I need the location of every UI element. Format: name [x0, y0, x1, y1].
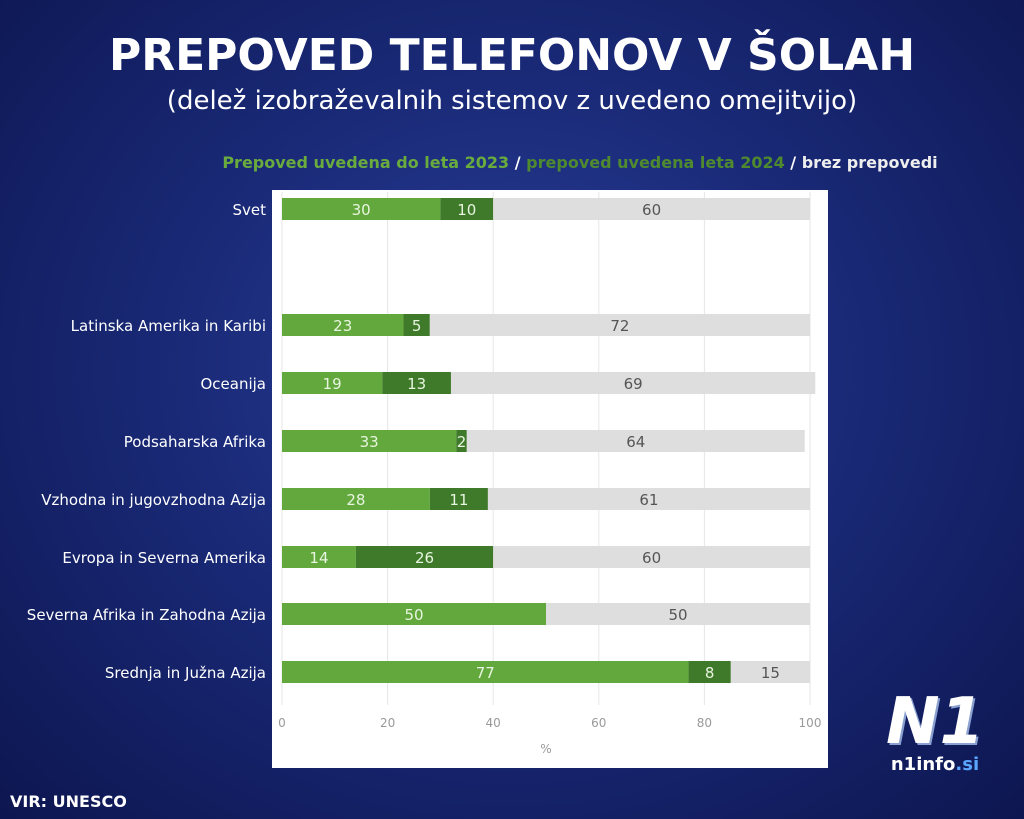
data-label: 69 [624, 375, 643, 393]
bar-segment [487, 488, 810, 510]
data-label: 30 [352, 201, 371, 219]
bar-segment [355, 546, 494, 568]
category-label: Vzhodna in jugovzhodna Azija [41, 491, 266, 509]
data-label: 10 [457, 201, 476, 219]
legend-2024: prepoved uvedena leta 2024 [526, 153, 785, 172]
category-label: Oceanija [200, 375, 266, 393]
category-label: Podsaharska Afrika [124, 433, 266, 451]
category-label: Srednja in Južna Azija [105, 664, 266, 682]
bar-segment [282, 546, 356, 568]
data-label: 33 [360, 433, 379, 451]
bar-segment [282, 198, 441, 220]
category-label: Severna Afrika in Zahodna Azija [27, 606, 266, 624]
legend-sep: / [784, 153, 802, 172]
page-title: PREPOVED TELEFONOV V ŠOLAH [108, 30, 916, 81]
x-tick-label: 80 [697, 716, 712, 730]
bar-segment [456, 430, 467, 452]
bar-segment [282, 314, 404, 336]
data-label: 2 [457, 433, 467, 451]
data-label: 61 [639, 491, 658, 509]
category-label: Latinska Amerika in Karibi [71, 317, 266, 335]
data-label: 26 [415, 549, 434, 567]
data-label: 72 [610, 317, 629, 335]
x-tick-label: 20 [380, 716, 395, 730]
data-label: 60 [642, 201, 661, 219]
bar-segment [466, 430, 805, 452]
data-label: 19 [323, 375, 342, 393]
bar-segment [282, 661, 689, 683]
bar-segment [403, 314, 430, 336]
bar-segment [382, 372, 451, 394]
data-label: 60 [642, 549, 661, 567]
x-tick-label: 60 [591, 716, 606, 730]
bar-segment [429, 314, 810, 336]
data-label: 11 [449, 491, 468, 509]
x-tick-label: 100 [799, 716, 822, 730]
legend-sep: / [509, 153, 527, 172]
bar-segment [450, 372, 816, 394]
legend: Prepoved uvedena do leta 2023 / prepoved… [0, 153, 1024, 172]
logo-site: n1info.si [890, 754, 980, 775]
data-label: 50 [668, 606, 687, 624]
x-axis-label: % [540, 742, 551, 756]
data-label: 5 [412, 317, 422, 335]
bar-segment [730, 661, 810, 683]
data-label: 23 [333, 317, 352, 335]
data-label: 13 [407, 375, 426, 393]
legend-none: brez prepovedi [801, 153, 938, 172]
data-label: 8 [705, 664, 715, 682]
n1-logo: N1 n1info.si [880, 690, 990, 775]
data-label: 15 [761, 664, 780, 682]
source-label: VIR: UNESCO [10, 792, 127, 811]
bar-segment [440, 198, 494, 220]
bar-segment [282, 603, 546, 625]
bar-segment [282, 430, 457, 452]
data-label: 28 [346, 491, 365, 509]
x-tick-label: 0 [278, 716, 286, 730]
bar-segment [493, 198, 810, 220]
data-label: 77 [476, 664, 495, 682]
legend-2023: Prepoved uvedena do leta 2023 [222, 153, 510, 172]
bar-segment [282, 372, 383, 394]
data-label: 50 [404, 606, 423, 624]
bar-segment [493, 546, 810, 568]
page-subtitle: (delež izobraževalnih sistemov z uvedeno… [166, 86, 858, 116]
bar-segment [429, 488, 488, 510]
bar-segment [546, 603, 810, 625]
category-label: Svet [232, 201, 266, 219]
data-label: 14 [309, 549, 328, 567]
bar-segment [688, 661, 731, 683]
category-label: Evropa in Severna Amerika [62, 549, 266, 567]
bar-segment [282, 488, 430, 510]
x-tick-label: 40 [486, 716, 501, 730]
logo-mark: N1 [885, 685, 985, 759]
data-label: 64 [626, 433, 645, 451]
